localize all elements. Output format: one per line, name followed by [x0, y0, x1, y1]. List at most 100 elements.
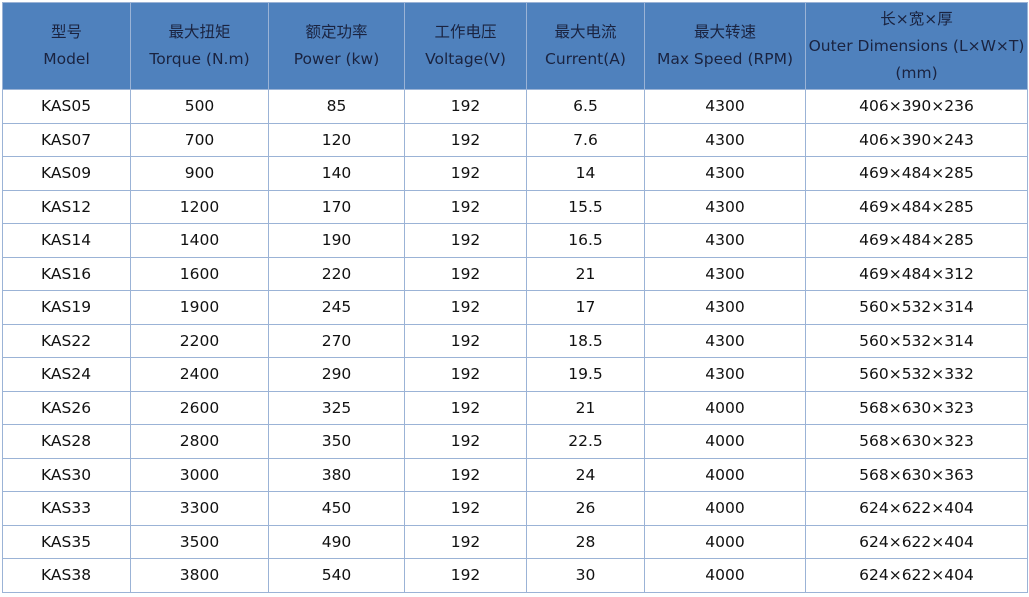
header-torque-en: Torque (N.m) [149, 50, 250, 68]
cell-dimensions: 406×390×243 [805, 122, 1028, 157]
cell-max-speed: 4300 [644, 290, 806, 325]
cell-model: KAS07 [2, 122, 131, 157]
cell-current: 15.5 [526, 189, 645, 224]
table-row: KAS35 3500 490 192 28 4000 624×622×404 [2, 524, 1028, 559]
cell-voltage: 192 [404, 524, 527, 559]
cell-voltage: 192 [404, 290, 527, 325]
cell-current: 21 [526, 390, 645, 425]
cell-dimensions: 560×532×332 [805, 357, 1028, 392]
cell-torque: 3800 [130, 558, 269, 593]
header-row: 型号 Model 最大扭矩 Torque (N.m) 额定功率 Power (kw) 工作电… [2, 2, 1028, 90]
cell-model: KAS33 [2, 491, 131, 526]
cell-torque: 3300 [130, 491, 269, 526]
cell-voltage: 192 [404, 357, 527, 392]
cell-model: KAS35 [2, 524, 131, 559]
cell-power: 380 [268, 457, 405, 492]
cell-model: KAS16 [2, 256, 131, 291]
cell-power: 325 [268, 390, 405, 425]
cell-voltage: 192 [404, 424, 527, 459]
cell-voltage: 192 [404, 491, 527, 526]
cell-dimensions: 469×484×285 [805, 189, 1028, 224]
cell-dimensions: 406×390×236 [805, 89, 1028, 124]
cell-power: 245 [268, 290, 405, 325]
cell-power: 450 [268, 491, 405, 526]
cell-max-speed: 4000 [644, 424, 806, 459]
table-row: KAS19 1900 245 192 17 4300 560×532×314 [2, 290, 1028, 325]
cell-voltage: 192 [404, 256, 527, 291]
cell-model: KAS12 [2, 189, 131, 224]
table-row: KAS28 2800 350 192 22.5 4000 568×630×323 [2, 424, 1028, 459]
header-max-speed: 最大转速 Max Speed (RPM) [644, 2, 806, 90]
header-voltage: 工作电压 Voltage(V) [404, 2, 527, 90]
table-row: KAS30 3000 380 192 24 4000 568×630×363 [2, 457, 1028, 492]
header-current: 最大电流 Current(A) [526, 2, 645, 90]
cell-max-speed: 4300 [644, 122, 806, 157]
cell-voltage: 192 [404, 89, 527, 124]
table-row: KAS16 1600 220 192 21 4300 469×484×312 [2, 256, 1028, 291]
cell-current: 7.6 [526, 122, 645, 157]
cell-dimensions: 469×484×312 [805, 256, 1028, 291]
cell-dimensions: 624×622×404 [805, 491, 1028, 526]
cell-voltage: 192 [404, 223, 527, 258]
table-row: KAS14 1400 190 192 16.5 4300 469×484×285 [2, 223, 1028, 258]
cell-torque: 500 [130, 89, 269, 124]
cell-power: 170 [268, 189, 405, 224]
cell-dimensions: 568×630×323 [805, 390, 1028, 425]
cell-model: KAS28 [2, 424, 131, 459]
header-model-zh: 型号 [50, 23, 82, 41]
cell-voltage: 192 [404, 156, 527, 191]
cell-torque: 1200 [130, 189, 269, 224]
header-current-en: Current(A) [545, 50, 626, 68]
header-dimensions-unit: (mm) [895, 63, 938, 82]
cell-model: KAS05 [2, 89, 131, 124]
cell-voltage: 192 [404, 189, 527, 224]
cell-power: 290 [268, 357, 405, 392]
cell-model: KAS09 [2, 156, 131, 191]
cell-current: 21 [526, 256, 645, 291]
cell-torque: 2200 [130, 323, 269, 358]
cell-model: KAS24 [2, 357, 131, 392]
cell-current: 16.5 [526, 223, 645, 258]
cell-model: KAS26 [2, 390, 131, 425]
table-row: KAS26 2600 325 192 21 4000 568×630×323 [2, 390, 1028, 425]
cell-torque: 1600 [130, 256, 269, 291]
cell-max-speed: 4300 [644, 256, 806, 291]
cell-torque: 1400 [130, 223, 269, 258]
cell-dimensions: 560×532×314 [805, 290, 1028, 325]
cell-model: KAS22 [2, 323, 131, 358]
header-dimensions-en: Outer Dimensions (L×W×T) [808, 36, 1025, 55]
table-row: KAS24 2400 290 192 19.5 4300 560×532×332 [2, 357, 1028, 392]
header-torque: 最大扭矩 Torque (N.m) [130, 2, 269, 90]
cell-max-speed: 4300 [644, 323, 806, 358]
cell-max-speed: 4000 [644, 558, 806, 593]
cell-power: 490 [268, 524, 405, 559]
cell-power: 85 [268, 89, 405, 124]
header-voltage-en: Voltage(V) [425, 50, 506, 68]
header-torque-zh: 最大扭矩 [168, 23, 231, 41]
cell-current: 26 [526, 491, 645, 526]
cell-power: 350 [268, 424, 405, 459]
header-model-en: Model [43, 50, 90, 68]
cell-dimensions: 568×630×323 [805, 424, 1028, 459]
cell-current: 14 [526, 156, 645, 191]
cell-dimensions: 568×630×363 [805, 457, 1028, 492]
cell-dimensions: 560×532×314 [805, 323, 1028, 358]
cell-dimensions: 469×484×285 [805, 223, 1028, 258]
cell-max-speed: 4300 [644, 189, 806, 224]
cell-current: 19.5 [526, 357, 645, 392]
cell-power: 190 [268, 223, 405, 258]
cell-max-speed: 4000 [644, 457, 806, 492]
cell-dimensions: 624×622×404 [805, 558, 1028, 593]
cell-torque: 1900 [130, 290, 269, 325]
header-model: 型号 Model [2, 2, 131, 90]
cell-current: 28 [526, 524, 645, 559]
cell-power: 120 [268, 122, 405, 157]
table-row: KAS38 3800 540 192 30 4000 624×622×404 [2, 558, 1028, 593]
cell-model: KAS19 [2, 290, 131, 325]
cell-voltage: 192 [404, 122, 527, 157]
cell-max-speed: 4000 [644, 524, 806, 559]
cell-current: 17 [526, 290, 645, 325]
cell-max-speed: 4300 [644, 223, 806, 258]
table-row: KAS07 700 120 192 7.6 4300 406×390×243 [2, 122, 1028, 157]
